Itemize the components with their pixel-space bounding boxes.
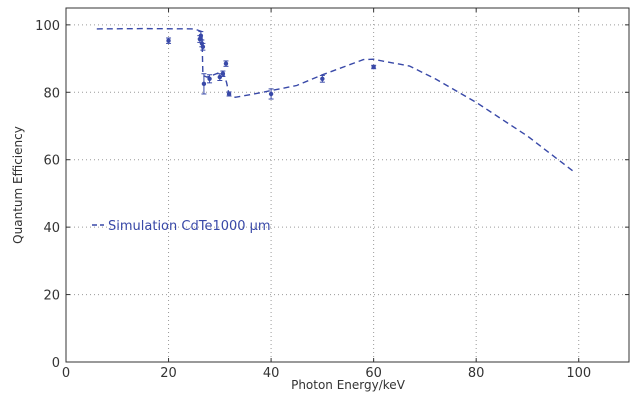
measurement-point <box>268 88 274 100</box>
data-marker <box>200 44 206 49</box>
data-marker <box>166 38 171 43</box>
data-marker <box>223 61 229 66</box>
measurement-point <box>220 70 226 77</box>
x-tick-label: 100 <box>566 366 591 381</box>
legend-label: Simulation CdTe1000 μm <box>108 219 271 234</box>
data-marker <box>371 64 376 70</box>
data-marker <box>220 71 226 76</box>
y-tick-label: 20 <box>43 289 60 304</box>
axis-ticks: 0 20 40 60 80 100 0 20 40 60 80 100 <box>35 8 629 381</box>
measurement-point <box>200 42 206 51</box>
data-marker <box>320 76 325 82</box>
x-tick-label: 80 <box>468 366 485 381</box>
measurement-point <box>207 74 213 84</box>
y-tick-label: 40 <box>43 221 60 236</box>
measurement-point <box>223 60 229 67</box>
data-marker <box>268 91 274 97</box>
measurement-point <box>226 91 232 97</box>
data-marker <box>226 91 232 97</box>
x-tick-label: 20 <box>160 366 177 381</box>
data-layer <box>96 27 575 173</box>
plot-frame <box>65 7 630 363</box>
data-marker <box>201 81 207 87</box>
simulation-curve <box>96 27 575 173</box>
y-tick-label: 80 <box>43 86 60 101</box>
data-marker <box>217 74 223 80</box>
x-tick-label: 40 <box>263 366 280 381</box>
x-axis-title: Photon Energy/keV <box>291 378 406 392</box>
y-axis-title: Quantum Efficiency <box>11 126 25 244</box>
measurement-point <box>166 37 172 44</box>
y-tick-label: 100 <box>35 19 60 34</box>
measurement-point <box>371 64 377 70</box>
grid-lines <box>66 8 630 362</box>
data-marker <box>207 76 212 82</box>
measurement-point <box>319 74 325 83</box>
x-tick-label: 0 <box>62 366 70 381</box>
y-tick-label: 60 <box>43 154 60 169</box>
x-tick-label: 60 <box>365 366 382 381</box>
measurement-point <box>201 73 207 95</box>
y-tick-label: 0 <box>52 356 60 371</box>
legend: Simulation CdTe1000 μm <box>92 219 271 234</box>
data-marker <box>198 33 204 38</box>
